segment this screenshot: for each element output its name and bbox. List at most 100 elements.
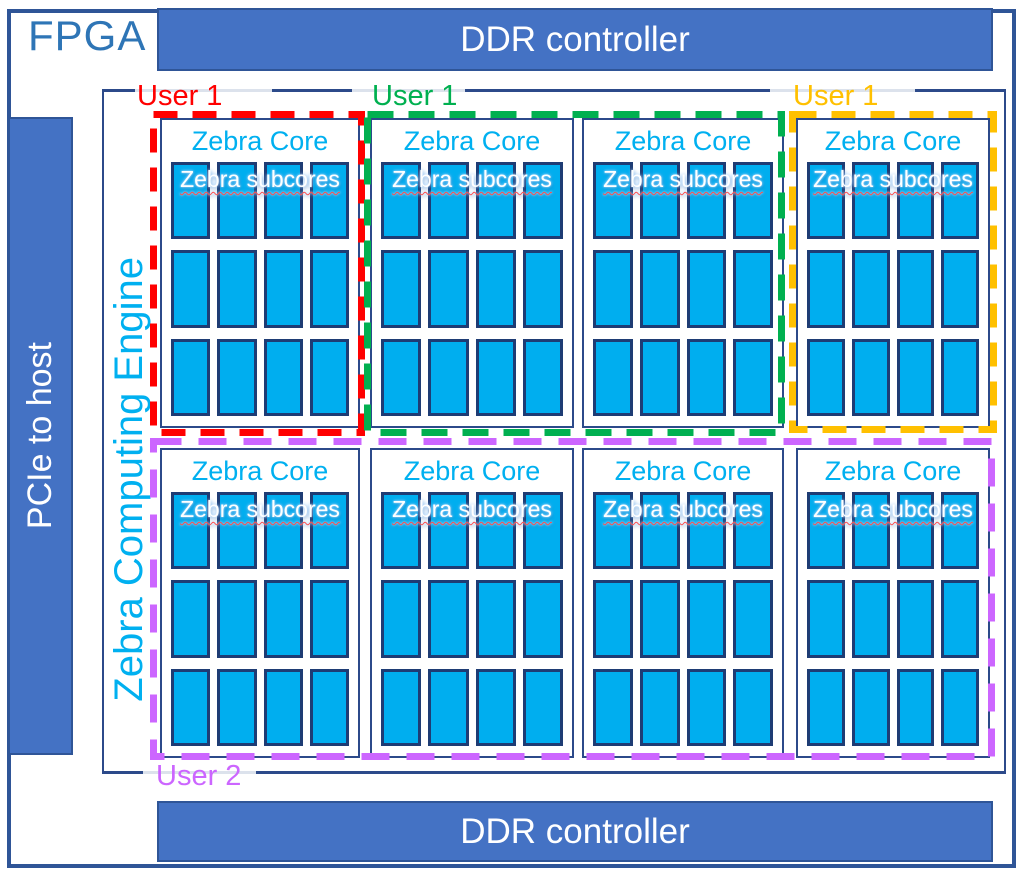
zebra-subcores-label: Zebra subcores — [392, 166, 552, 192]
zebra-subcore — [807, 338, 845, 416]
zebra-subcores-label: Zebra subcores — [180, 496, 340, 522]
zebra-subcore — [639, 668, 680, 746]
zebra-subcore — [896, 250, 935, 328]
zebra-subcore — [309, 338, 349, 416]
zebra-subcore — [309, 250, 349, 328]
zebra-subcore — [639, 580, 680, 658]
zebra-subcore — [428, 580, 469, 658]
zebra-subcore — [733, 338, 773, 416]
zebra-subcore — [733, 580, 773, 658]
engine-top-border-segment — [272, 89, 352, 92]
zebra-core-6: Zebra Core Zebra subcores — [370, 448, 574, 758]
zebra-core-title: Zebra Core — [403, 125, 541, 156]
zebra-subcore — [686, 338, 727, 416]
zebra-core-1: Zebra Core Zebra subcores — [160, 118, 360, 428]
zebra-subcore — [217, 580, 257, 658]
zebra-core-title: Zebra Core — [824, 455, 962, 486]
ddr-controller-bottom-label: DDR controller — [460, 811, 690, 851]
zebra-subcore — [381, 580, 422, 658]
zebra-subcore — [941, 250, 979, 328]
zebra-subcore — [896, 580, 935, 658]
zebra-subcore — [309, 580, 349, 658]
zebra-subcore-grid: Zebra subcores — [372, 162, 572, 426]
zebra-subcore — [263, 338, 303, 416]
zebra-subcore — [217, 338, 257, 416]
zebra-subcore — [896, 668, 935, 746]
zebra-subcore — [851, 668, 890, 746]
zebra-subcore-grid: Zebra subcores — [584, 492, 782, 756]
zebra-subcore — [475, 668, 516, 746]
zebra-subcore — [217, 250, 257, 328]
engine-bottom-border-segment — [102, 771, 143, 774]
engine-top-border-segment — [915, 89, 1006, 92]
fpga-title: FPGA — [28, 12, 147, 59]
zebra-subcore — [263, 668, 303, 746]
zebra-subcore — [475, 250, 516, 328]
zebra-subcore-grid: Zebra subcores — [162, 492, 358, 756]
zebra-subcore — [851, 250, 890, 328]
zebra-subcore — [171, 580, 211, 658]
zebra-computing-engine-label: Zebra Computing Engine — [106, 256, 151, 702]
zebra-subcore — [263, 250, 303, 328]
zebra-core-2: Zebra Core Zebra subcores — [370, 118, 574, 428]
zebra-subcore-grid: Zebra subcores — [584, 162, 782, 426]
zebra-subcore — [807, 668, 845, 746]
zebra-subcore-grid: Zebra subcores — [798, 162, 988, 426]
zebra-subcore — [686, 250, 727, 328]
zebra-subcore — [381, 250, 422, 328]
zebra-subcores-label: Zebra subcores — [813, 166, 973, 192]
zebra-subcore-grid: Zebra subcores — [372, 492, 572, 756]
zebra-subcore — [686, 580, 727, 658]
zebra-subcore — [171, 668, 211, 746]
zebra-subcore — [428, 250, 469, 328]
engine-top-border-segment — [102, 89, 135, 92]
zebra-subcore — [522, 668, 563, 746]
zebra-subcore — [381, 338, 422, 416]
user2-purple-label: User 2 — [156, 760, 242, 792]
zebra-core-title: Zebra Core — [191, 125, 329, 156]
user1-red-label: User 1 — [137, 80, 223, 112]
zebra-subcores-label: Zebra subcores — [603, 166, 763, 192]
zebra-subcore-grid: Zebra subcores — [798, 492, 988, 756]
zebra-subcore — [941, 580, 979, 658]
bottom-leader-line — [140, 771, 258, 774]
zebra-subcore — [593, 668, 633, 746]
zebra-subcore — [896, 338, 935, 416]
ddr-controller-bottom: DDR controller — [157, 801, 993, 862]
zebra-subcore — [851, 580, 890, 658]
engine-left-border — [102, 91, 104, 773]
zebra-subcore — [522, 338, 563, 416]
zebra-core-3: Zebra Core Zebra subcores — [582, 118, 784, 428]
zebra-core-8: Zebra Core Zebra subcores — [796, 448, 990, 758]
zebra-core-4: Zebra Core Zebra subcores — [796, 118, 990, 428]
pcie-to-host-label: PCIe to host — [21, 342, 59, 530]
pcie-to-host-bar: PCIe to host — [8, 117, 73, 755]
zebra-subcore — [851, 338, 890, 416]
zebra-core-title: Zebra Core — [614, 455, 752, 486]
zebra-subcore — [941, 338, 979, 416]
zebra-core-7: Zebra Core Zebra subcores — [582, 448, 784, 758]
user1-yellow-label: User 1 — [793, 80, 879, 112]
zebra-core-title: Zebra Core — [191, 455, 329, 486]
ddr-controller-top-label: DDR controller — [460, 19, 690, 59]
ddr-controller-top: DDR controller — [157, 8, 993, 71]
zebra-core-5: Zebra Core Zebra subcores — [160, 448, 360, 758]
zebra-subcore — [171, 250, 211, 328]
zebra-subcore — [807, 250, 845, 328]
zebra-subcore — [428, 338, 469, 416]
zebra-subcores-label: Zebra subcores — [392, 496, 552, 522]
zebra-subcore — [263, 580, 303, 658]
zebra-subcores-label: Zebra subcores — [813, 496, 973, 522]
zebra-subcore — [593, 580, 633, 658]
zebra-subcore — [171, 338, 211, 416]
zebra-subcore — [522, 250, 563, 328]
zebra-subcore — [309, 668, 349, 746]
zebra-subcore — [593, 338, 633, 416]
zebra-subcore — [428, 668, 469, 746]
zebra-subcore — [639, 338, 680, 416]
zebra-subcore — [639, 250, 680, 328]
engine-top-border-segment — [465, 89, 770, 92]
zebra-core-title: Zebra Core — [824, 125, 962, 156]
engine-right-border — [1004, 91, 1006, 773]
